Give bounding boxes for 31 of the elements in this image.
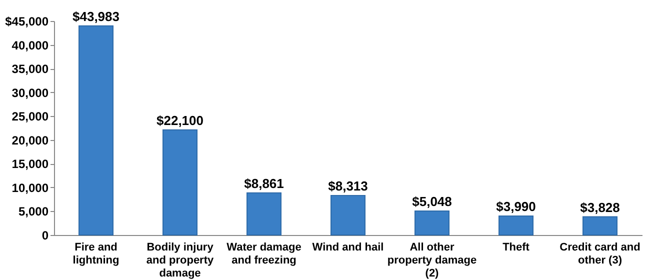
bar [246, 192, 282, 236]
x-tick-label: Fire and lightning [72, 242, 120, 266]
bar [162, 129, 198, 236]
data-label: $5,048 [412, 194, 452, 209]
x-tick-label: Theft [502, 242, 530, 254]
x-tick-label: Bodily injury and property damage [146, 242, 214, 280]
y-tick-label: 5,000 [18, 204, 49, 219]
y-tick-label: 30,000 [12, 86, 49, 100]
bar [414, 210, 450, 236]
y-tick-label: 10,000 [12, 180, 49, 195]
x-tick-label: All other property damage (2) [387, 242, 477, 280]
bar [330, 194, 366, 236]
x-tick-label: Water damage and freezing [226, 242, 302, 266]
y-tick-label: $45,000 [5, 14, 49, 28]
bar [498, 216, 534, 236]
x-tick-label: Wind and hail [312, 242, 384, 254]
data-label: $3,990 [496, 199, 536, 214]
y-tick-label: 15,000 [12, 157, 49, 172]
data-label: $3,828 [580, 200, 620, 215]
data-label: $8,861 [244, 176, 284, 191]
bar [582, 216, 618, 236]
y-tick-label: 0 [42, 228, 49, 242]
y-tick-label: 25,000 [12, 110, 49, 124]
y-tick-label: 35,000 [12, 62, 49, 76]
data-label: $8,313 [328, 178, 368, 194]
y-tick-label: 20,000 [12, 133, 49, 148]
y-tick-label: 40,000 [12, 38, 49, 52]
x-tick-label: Credit card and other (3) [560, 242, 640, 266]
bar [78, 25, 114, 236]
data-label: $22,100 [156, 112, 204, 128]
data-label: $43,983 [72, 8, 120, 24]
